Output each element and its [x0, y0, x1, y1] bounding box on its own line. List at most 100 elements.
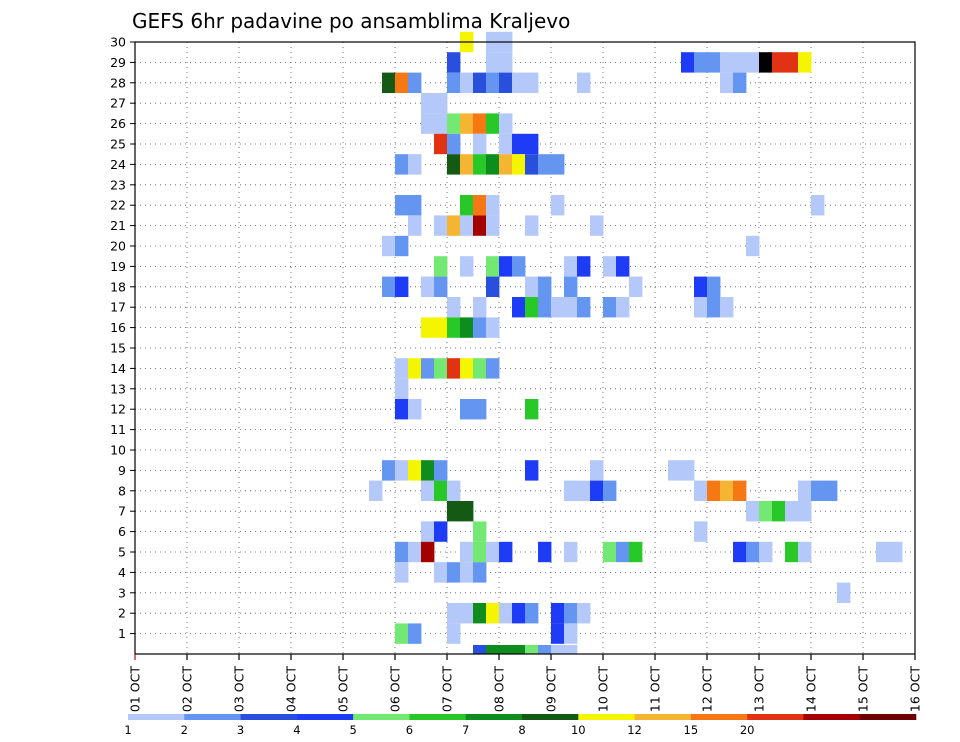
heatmap-cell [746, 501, 760, 522]
y-tick-label: 23 [110, 177, 126, 192]
heatmap-cell [421, 317, 435, 338]
heatmap-cell [538, 276, 552, 297]
heatmap-cell [525, 133, 539, 155]
heatmap-cell [473, 521, 487, 542]
heatmap-cell [408, 72, 422, 93]
heatmap-cell [512, 256, 526, 277]
heatmap-cell [837, 582, 851, 603]
heatmap-cell [447, 317, 461, 338]
y-tick-label: 21 [110, 218, 126, 233]
heatmap-cell [395, 195, 409, 216]
heatmap-cell [525, 154, 539, 175]
heatmap-cell [447, 297, 461, 318]
heatmap-cell [486, 215, 500, 236]
heatmap-cell [369, 480, 383, 501]
heatmap-cell [525, 72, 539, 93]
scale-swatch [184, 714, 241, 720]
heatmap-cell [395, 460, 409, 481]
heatmap-cell [486, 113, 500, 134]
heatmap-cell [694, 52, 708, 73]
heatmap-cell [733, 480, 747, 501]
heatmap-cell [499, 52, 513, 73]
scale-label: 6 [406, 723, 413, 737]
heatmap-cell [486, 72, 500, 93]
heatmap-cell [525, 399, 539, 420]
heatmap-cell [577, 256, 591, 277]
heatmap-cell [473, 399, 487, 420]
x-tick-label: 10 OCT [596, 666, 611, 712]
scale-swatch [690, 714, 748, 720]
heatmap-cell [447, 52, 461, 73]
heatmap-cell [421, 93, 435, 114]
y-tick-label: 29 [110, 55, 126, 70]
heatmap-cell [434, 521, 448, 542]
heatmap-cell [733, 52, 747, 73]
heatmap-cell [707, 297, 721, 318]
heatmap-cell [629, 541, 643, 563]
heatmap-cell [421, 113, 435, 134]
y-tick-label: 19 [110, 259, 126, 274]
heatmap-cell [395, 154, 409, 175]
heatmap-cell [447, 562, 461, 583]
heatmap-cell [694, 276, 708, 297]
heatmap-cell [564, 541, 578, 563]
heatmap-cell [668, 460, 682, 481]
heatmap-cell [785, 501, 799, 522]
heatmap-cell [551, 297, 565, 318]
heatmap-cell [616, 297, 630, 318]
heatmap-cell [434, 256, 448, 277]
heatmap-cell [512, 133, 526, 155]
heatmap-cell [564, 603, 578, 624]
heatmap-cell [525, 645, 539, 654]
heatmap-cell [499, 603, 513, 624]
heatmap-cell [707, 52, 721, 73]
y-tick-label: 24 [110, 157, 126, 172]
heatmap-cell [525, 460, 539, 481]
heatmap-cell [538, 645, 552, 654]
heatmap-cell [525, 215, 539, 236]
y-tick-label: 11 [110, 422, 126, 437]
heatmap-cell [447, 358, 461, 379]
y-tick-label: 15 [110, 341, 126, 356]
heatmap-cell [395, 541, 409, 563]
heatmap-cell [694, 480, 708, 501]
heatmap-cell [447, 501, 461, 522]
x-tick-label: 13 OCT [752, 666, 767, 712]
scale-label: 15 [684, 723, 699, 737]
heatmap-cell [434, 562, 448, 583]
y-tick-label: 17 [110, 300, 126, 315]
heatmap-cell [421, 480, 435, 501]
heatmap-cell [395, 399, 409, 420]
heatmap-cell [434, 460, 448, 481]
heatmap-cell [746, 541, 760, 563]
heatmap-cell [616, 541, 630, 563]
heatmap-cell [551, 623, 565, 644]
heatmap-cell [473, 215, 487, 236]
y-tick-label: 8 [118, 483, 126, 498]
heatmap-cell [499, 645, 513, 654]
heatmap-cell [434, 358, 448, 379]
heatmap-cell [564, 297, 578, 318]
heatmap-cell [811, 480, 825, 501]
heatmap-cell [499, 113, 513, 134]
heatmap-cell [707, 480, 721, 501]
x-tick-label: 14 OCT [804, 666, 819, 712]
heatmap-cell [798, 541, 812, 563]
scale-swatch [128, 714, 185, 720]
heatmap-cell [681, 52, 695, 73]
heatmap-cell [434, 113, 448, 134]
y-tick-label: 1 [118, 626, 126, 641]
x-tick-label: 01 OCT [128, 666, 143, 712]
heatmap-cell [590, 460, 604, 481]
heatmap-cell [746, 235, 760, 257]
heatmap-cell [876, 541, 890, 563]
x-tick-label: 04 OCT [284, 666, 299, 712]
y-tick-label: 27 [110, 96, 126, 111]
heatmap-cell [772, 501, 786, 522]
heatmap-cell [720, 52, 734, 73]
heatmap-cell [434, 480, 448, 501]
scale-swatch [634, 714, 692, 720]
scale-label: 5 [349, 723, 356, 737]
heatmap-cell [486, 154, 500, 175]
